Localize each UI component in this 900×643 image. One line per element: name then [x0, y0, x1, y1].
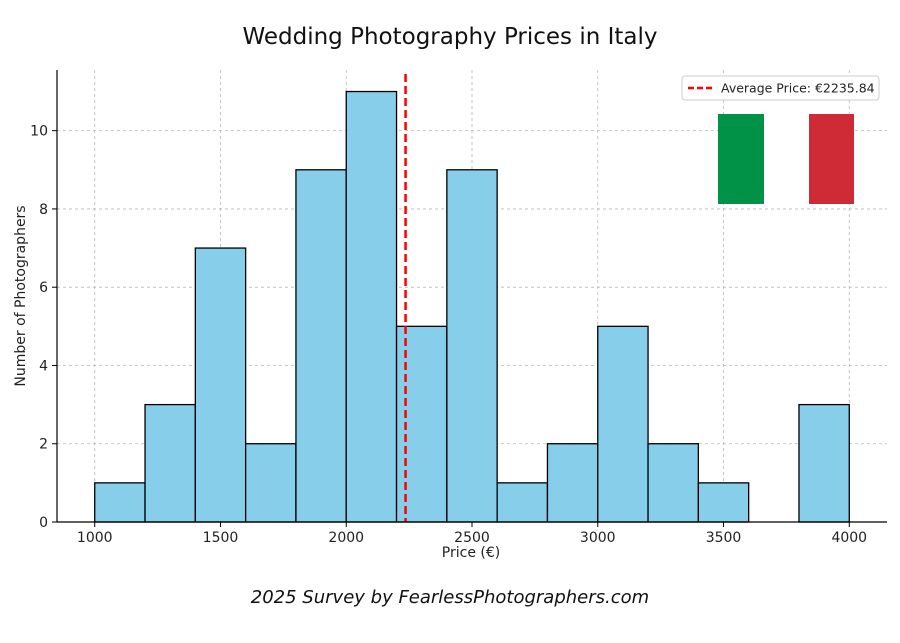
y-axis-label: Number of Photographers [13, 205, 29, 386]
x-tick-label: 3500 [706, 530, 742, 546]
histogram-bar [295, 169, 347, 523]
ticks-layer: 1000 1500 2000 2500 3000 3500 4000 0 2 4 6 8 10 [30, 124, 867, 546]
histogram-bar [194, 247, 247, 523]
x-tick-label: 1000 [77, 530, 113, 546]
x-tick-label: 1500 [203, 530, 239, 546]
histogram-bar [697, 482, 750, 523]
y-tick-label: 6 [39, 280, 48, 296]
survey-caption: 2025 Survey by FearlessPhotographers.com [250, 587, 650, 608]
italy-flag-image [718, 114, 854, 204]
x-axis-label: Price (€) [442, 545, 500, 561]
histogram-bar [446, 169, 498, 523]
legend: Average Price: €2235.84 [681, 75, 880, 101]
histogram-bar [647, 443, 700, 523]
bars-layer [94, 90, 850, 523]
histogram-bar [244, 443, 297, 523]
chart-title: Wedding Photography Prices in Italy [242, 24, 658, 50]
histogram-bar [144, 403, 196, 523]
y-tick-label: 10 [30, 124, 48, 140]
legend-box [681, 75, 880, 101]
y-tick-label: 2 [39, 437, 48, 453]
histogram-bar [345, 90, 398, 523]
flag-green-stripe [718, 114, 764, 204]
histogram-bar [546, 443, 599, 523]
x-tick-label: 2000 [328, 530, 364, 546]
y-tick-label: 0 [39, 515, 48, 531]
histogram-bar [798, 403, 850, 523]
histogram-bar [395, 325, 448, 523]
x-tick-label: 3000 [580, 530, 616, 546]
histogram-bar [496, 482, 549, 523]
x-tick-label: 2500 [454, 530, 490, 546]
y-tick-label: 8 [39, 202, 48, 218]
flag-white-stripe [764, 114, 809, 204]
histogram-bar [597, 325, 649, 523]
y-tick-label: 4 [39, 358, 48, 374]
flag-red-stripe [809, 114, 854, 204]
x-tick-label: 4000 [831, 530, 867, 546]
histogram-bar [94, 482, 146, 523]
legend-label: Average Price: €2235.84 [721, 81, 875, 96]
